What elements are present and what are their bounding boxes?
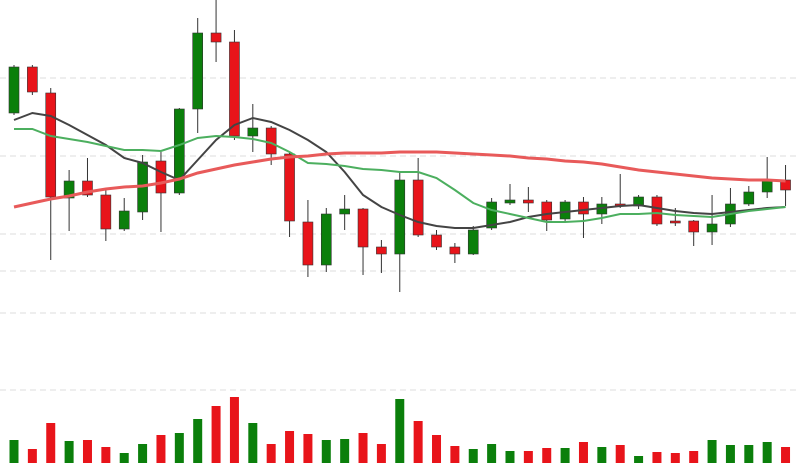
candle-body: [247, 127, 259, 137]
candle-body: [412, 179, 424, 236]
candle-body: [578, 201, 589, 215]
volume-bar: [303, 434, 313, 463]
moving-average: [13, 150, 786, 209]
candle-body: [761, 179, 773, 193]
candle-body: [155, 160, 167, 194]
volume-bar: [119, 453, 129, 463]
candle-body: [192, 32, 203, 110]
volume-bar: [321, 440, 331, 463]
volume-bar: [358, 433, 368, 463]
volume-bar: [46, 423, 56, 463]
candle-body: [284, 153, 295, 222]
volume-bar: [707, 440, 717, 463]
candle-body: [523, 199, 534, 204]
volume-bar: [432, 435, 442, 463]
volume-bar: [578, 442, 588, 463]
volume-bar: [156, 435, 166, 463]
candle-body: [706, 223, 718, 233]
moving-average: [14, 128, 786, 223]
volume-bar: [101, 447, 111, 463]
candle-body: [63, 180, 75, 199]
candle-body: [743, 191, 755, 205]
volume-bar: [193, 419, 203, 463]
volume-bar: [64, 441, 74, 463]
candle-body: [82, 180, 93, 196]
volume-bar: [487, 444, 497, 463]
volume-bar: [560, 448, 570, 463]
volume-bar: [82, 440, 92, 463]
volume-bar: [395, 399, 405, 463]
volume-bar: [781, 447, 791, 463]
candle-body: [118, 210, 130, 230]
volume-bar: [285, 431, 295, 463]
candle-body: [559, 201, 571, 220]
candle-body: [8, 66, 20, 114]
candle-body: [357, 208, 369, 248]
volume-bar: [468, 449, 478, 463]
candle-body: [210, 32, 222, 43]
volume-bar: [523, 451, 533, 463]
candle-body: [265, 127, 277, 155]
volume-bar: [615, 445, 625, 463]
candle-body: [229, 41, 240, 137]
candle-body: [670, 220, 681, 224]
candle-body: [45, 92, 57, 198]
candle-body: [376, 246, 387, 255]
volume-bar: [670, 453, 680, 463]
candle-body: [174, 108, 185, 194]
candle-body: [467, 229, 479, 255]
candle-body: [688, 220, 699, 233]
volume-bar: [340, 439, 350, 463]
volume-bar: [597, 447, 607, 463]
candle-body: [449, 246, 461, 255]
volume-bar: [413, 421, 423, 463]
candle-body: [27, 66, 38, 93]
candle-body: [651, 196, 663, 225]
volume-bar: [542, 448, 552, 463]
volume-bar: [634, 456, 644, 463]
candle-body: [504, 199, 516, 204]
candle-body: [100, 194, 112, 230]
volume-bar: [652, 452, 662, 463]
candle-body: [431, 234, 442, 248]
volume-bar: [744, 445, 754, 463]
volume-bar: [248, 423, 258, 463]
volume-bar: [211, 406, 221, 463]
volume-bar: [450, 446, 460, 463]
volume-bar: [689, 451, 699, 463]
volume-bar: [725, 445, 735, 463]
volume-bar: [9, 440, 19, 463]
volume-bar: [266, 444, 276, 463]
candle-body: [541, 201, 553, 221]
volume-bar: [762, 442, 772, 463]
candle-body: [320, 213, 332, 266]
volume-bar: [27, 449, 37, 463]
candle-body: [339, 208, 350, 215]
volume-bar: [229, 397, 239, 463]
volume-bar: [376, 444, 386, 463]
moving-average: [13, 111, 786, 229]
volume-bar: [138, 444, 148, 463]
candle-body: [302, 221, 314, 266]
volume-bar: [174, 433, 184, 463]
volume-bar: [505, 451, 515, 463]
candle-body: [486, 201, 497, 229]
